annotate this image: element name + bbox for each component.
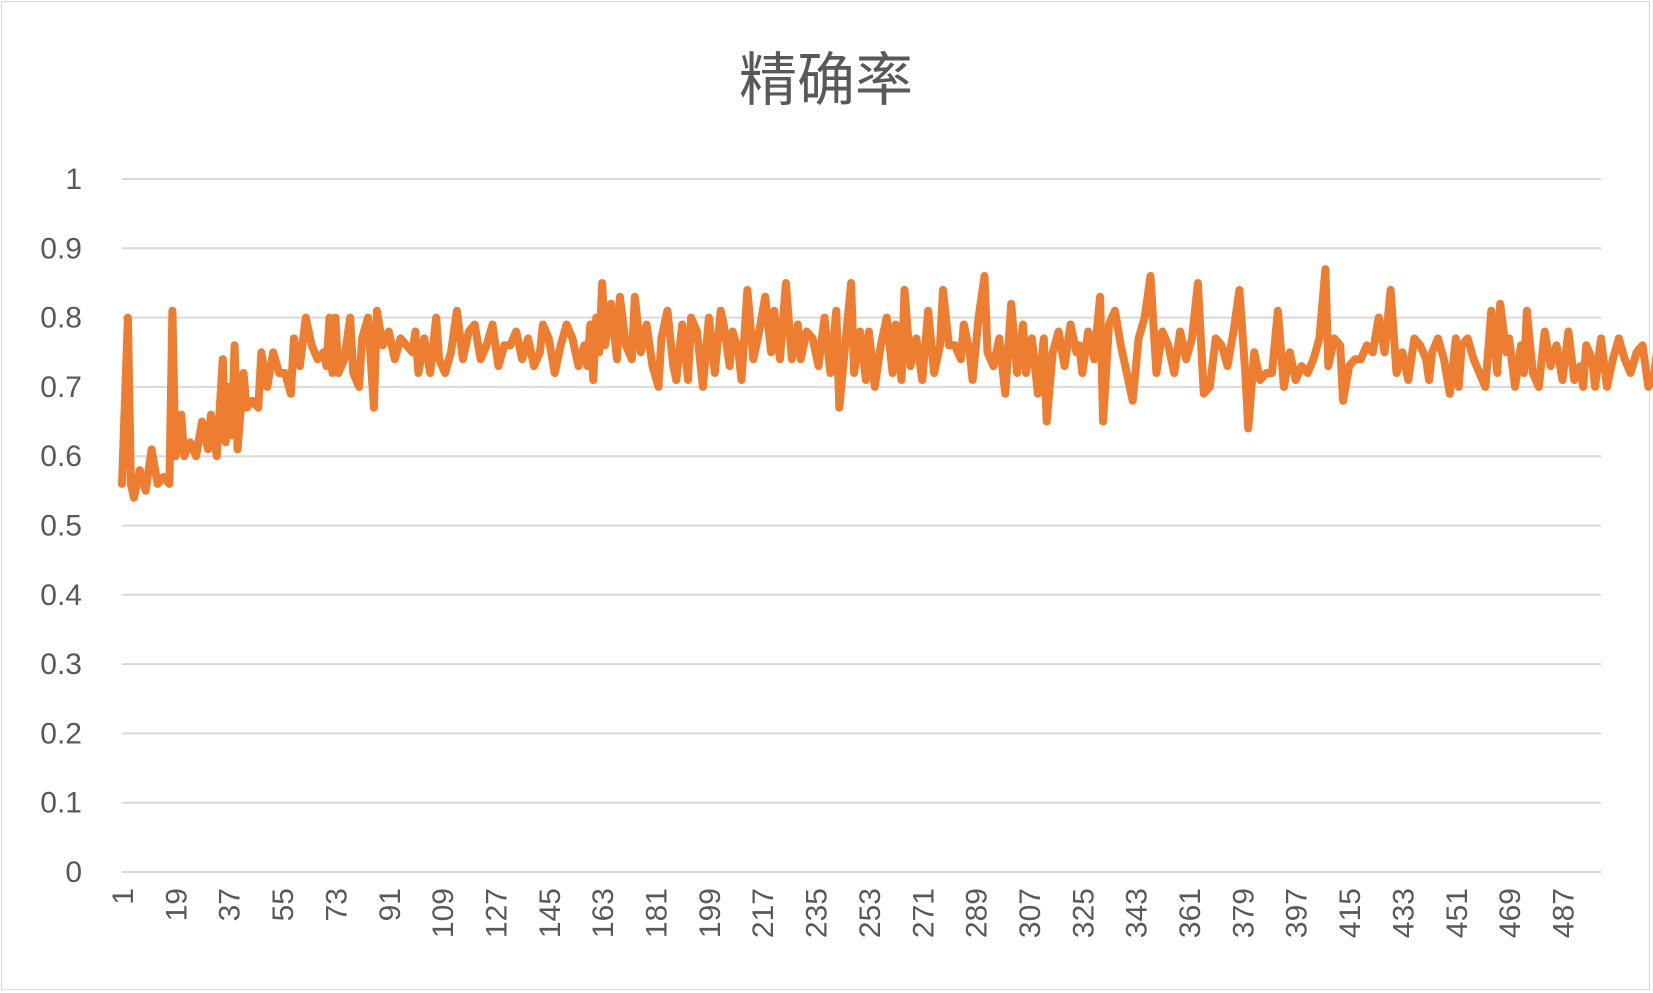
x-tick-label: 127 — [480, 888, 513, 938]
series-line — [118, 265, 1653, 502]
y-tick-label: 0.9 — [40, 232, 82, 265]
x-tick-label: 271 — [907, 888, 940, 938]
x-tick-label: 289 — [961, 888, 994, 938]
y-tick-label: 0.4 — [40, 579, 82, 612]
x-tick-label: 73 — [320, 888, 353, 921]
x-tick-label: 19 — [160, 888, 193, 921]
y-tick-label: 0.8 — [40, 302, 82, 335]
x-tick-label: 91 — [374, 888, 407, 921]
x-tick-label: 361 — [1174, 888, 1207, 938]
x-tick-label: 325 — [1067, 888, 1100, 938]
x-tick-label: 109 — [427, 888, 460, 938]
x-tick-label: 37 — [214, 888, 247, 921]
y-axis-ticks: 0 0.1 0.2 0.3 0.4 0.5 0.6 0.7 0.8 0.9 1 — [40, 163, 82, 889]
gridlines — [122, 178, 1601, 873]
y-tick-label: 0.5 — [40, 510, 82, 543]
x-tick-label: 307 — [1014, 888, 1047, 938]
x-tick-label: 163 — [587, 888, 620, 938]
x-tick-label: 1 — [107, 888, 140, 905]
x-tick-label: 433 — [1387, 888, 1420, 938]
x-tick-label: 343 — [1121, 888, 1154, 938]
x-tick-label: 415 — [1334, 888, 1367, 938]
x-tick-label: 199 — [694, 888, 727, 938]
chart-title: 精确率 — [739, 46, 913, 114]
series-layer — [118, 265, 1653, 502]
y-tick-label: 0.7 — [40, 371, 82, 404]
x-axis-ticks: 1 19 37 55 73 91 109 127 145 163 181 199 217 235 253 27… — [107, 888, 1580, 938]
x-tick-label: 379 — [1227, 888, 1260, 938]
x-tick-label: 55 — [267, 888, 300, 921]
x-tick-label: 487 — [1547, 888, 1580, 938]
x-tick-label: 181 — [641, 888, 674, 938]
y-tick-label: 0.1 — [40, 787, 82, 820]
x-tick-label: 469 — [1494, 888, 1527, 938]
y-tick-label: 0.2 — [40, 717, 82, 750]
x-tick-label: 397 — [1281, 888, 1314, 938]
x-tick-label: 253 — [854, 888, 887, 938]
y-tick-label: 0 — [65, 856, 82, 889]
y-tick-label: 0.6 — [40, 440, 82, 473]
y-tick-label: 0.3 — [40, 648, 82, 681]
x-tick-label: 451 — [1441, 888, 1474, 938]
x-tick-label: 145 — [534, 888, 567, 938]
x-tick-label: 217 — [747, 888, 780, 938]
y-tick-label: 1 — [65, 163, 82, 196]
x-tick-label: 235 — [801, 888, 834, 938]
